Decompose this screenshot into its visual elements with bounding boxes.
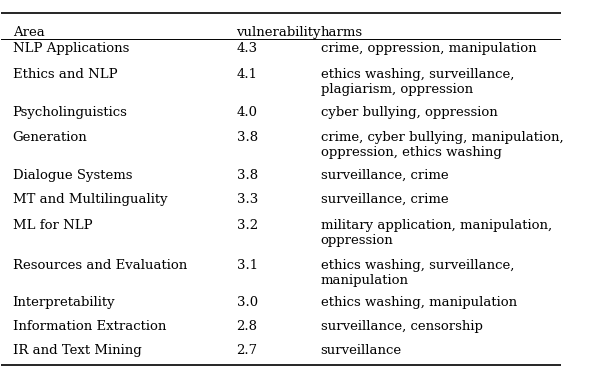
Text: surveillance, crime: surveillance, crime [321,193,448,206]
Text: Ethics and NLP: Ethics and NLP [13,68,117,81]
Text: Generation: Generation [13,131,88,144]
Text: crime, oppression, manipulation: crime, oppression, manipulation [321,42,536,55]
Text: 3.0: 3.0 [237,296,258,309]
Text: Information Extraction: Information Extraction [13,320,166,333]
Text: ML for NLP: ML for NLP [13,219,92,232]
Text: military application, manipulation,
oppression: military application, manipulation, oppr… [321,219,551,247]
Text: 3.1: 3.1 [237,259,258,272]
Text: 2.8: 2.8 [237,320,257,333]
Text: surveillance, crime: surveillance, crime [321,169,448,182]
Text: 3.8: 3.8 [237,169,258,182]
Text: surveillance, censorship: surveillance, censorship [321,320,483,333]
Text: 4.0: 4.0 [237,106,257,119]
Text: ethics washing, surveillance,
manipulation: ethics washing, surveillance, manipulati… [321,259,514,287]
Text: surveillance: surveillance [321,344,402,357]
Text: 3.2: 3.2 [237,219,258,232]
Text: MT and Multilinguality: MT and Multilinguality [13,193,167,206]
Text: 3.3: 3.3 [237,193,258,206]
Text: Psycholinguistics: Psycholinguistics [13,106,127,119]
Text: harms: harms [321,26,362,39]
Text: Area: Area [13,26,44,39]
Text: NLP Applications: NLP Applications [13,42,129,55]
Text: vulnerability: vulnerability [237,26,321,39]
Text: 2.7: 2.7 [237,344,258,357]
Text: 4.3: 4.3 [237,42,258,55]
Text: crime, cyber bullying, manipulation,
oppression, ethics washing: crime, cyber bullying, manipulation, opp… [321,131,563,160]
Text: IR and Text Mining: IR and Text Mining [13,344,141,357]
Text: Dialogue Systems: Dialogue Systems [13,169,132,182]
Text: 4.1: 4.1 [237,68,257,81]
Text: Interpretability: Interpretability [13,296,115,309]
Text: ethics washing, surveillance,
plagiarism, oppression: ethics washing, surveillance, plagiarism… [321,68,514,96]
Text: ethics washing, manipulation: ethics washing, manipulation [321,296,516,309]
Text: Resources and Evaluation: Resources and Evaluation [13,259,187,272]
Text: cyber bullying, oppression: cyber bullying, oppression [321,106,497,119]
Text: 3.8: 3.8 [237,131,258,144]
